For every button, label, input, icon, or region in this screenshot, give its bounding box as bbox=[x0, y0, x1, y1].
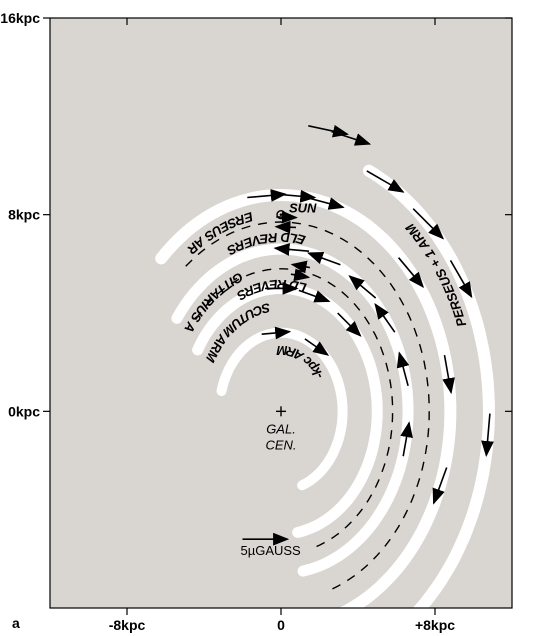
label-cen: CEN. bbox=[265, 437, 296, 452]
svg-text:0: 0 bbox=[277, 617, 285, 633]
svg-text:0kpc: 0kpc bbox=[8, 403, 40, 419]
svg-text:+8kpc: +8kpc bbox=[415, 617, 455, 633]
legend-label: 5µGAUSS bbox=[241, 543, 302, 558]
svg-text:-8kpc: -8kpc bbox=[109, 617, 146, 633]
label-gal: GAL. bbox=[266, 421, 296, 436]
label-sun: SUN bbox=[289, 201, 317, 216]
svg-text:16kpc: 16kpc bbox=[0, 10, 40, 26]
svg-text:8kpc: 8kpc bbox=[8, 207, 40, 223]
panel-label: a bbox=[12, 615, 20, 631]
plot-background bbox=[50, 18, 512, 608]
